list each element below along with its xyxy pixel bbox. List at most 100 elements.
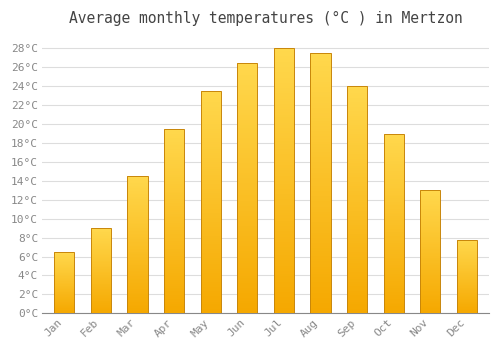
Bar bbox=[384, 153, 404, 155]
Bar bbox=[420, 209, 440, 210]
Bar bbox=[237, 291, 258, 293]
Bar bbox=[347, 252, 367, 254]
Bar bbox=[91, 263, 111, 264]
Bar bbox=[274, 173, 294, 176]
Bar bbox=[274, 266, 294, 268]
Bar bbox=[384, 152, 404, 153]
Bar bbox=[384, 258, 404, 259]
Bar bbox=[164, 212, 184, 214]
Bar bbox=[457, 284, 477, 285]
Bar bbox=[128, 307, 148, 308]
Bar bbox=[310, 194, 330, 196]
Bar bbox=[347, 272, 367, 275]
Bar bbox=[54, 283, 74, 284]
Bar bbox=[237, 271, 258, 273]
Bar bbox=[310, 269, 330, 272]
Bar bbox=[164, 181, 184, 182]
Bar bbox=[420, 285, 440, 286]
Bar bbox=[347, 139, 367, 141]
Bar bbox=[347, 257, 367, 259]
Bar bbox=[347, 184, 367, 186]
Bar bbox=[91, 228, 111, 313]
Bar bbox=[200, 224, 220, 226]
Bar bbox=[310, 173, 330, 175]
Bar bbox=[164, 156, 184, 158]
Bar bbox=[200, 173, 220, 175]
Bar bbox=[164, 210, 184, 212]
Bar bbox=[347, 125, 367, 127]
Bar bbox=[237, 128, 258, 130]
Bar bbox=[200, 151, 220, 153]
Bar bbox=[128, 183, 148, 184]
Bar bbox=[237, 286, 258, 288]
Bar bbox=[310, 121, 330, 124]
Bar bbox=[420, 194, 440, 195]
Bar bbox=[457, 249, 477, 250]
Bar bbox=[200, 147, 220, 149]
Bar bbox=[347, 229, 367, 232]
Bar bbox=[274, 308, 294, 311]
Bar bbox=[310, 209, 330, 212]
Bar bbox=[91, 242, 111, 243]
Bar bbox=[164, 217, 184, 219]
Bar bbox=[128, 187, 148, 189]
Bar bbox=[274, 194, 294, 197]
Bar bbox=[91, 231, 111, 232]
Bar bbox=[54, 299, 74, 300]
Bar bbox=[274, 85, 294, 88]
Bar bbox=[420, 296, 440, 297]
Bar bbox=[274, 284, 294, 287]
Bar bbox=[457, 243, 477, 244]
Bar bbox=[274, 146, 294, 149]
Bar bbox=[310, 82, 330, 84]
Bar bbox=[91, 233, 111, 234]
Bar bbox=[310, 202, 330, 204]
Bar bbox=[274, 231, 294, 234]
Bar bbox=[420, 232, 440, 233]
Bar bbox=[200, 111, 220, 113]
Bar bbox=[420, 203, 440, 204]
Bar bbox=[128, 293, 148, 294]
Bar bbox=[347, 150, 367, 152]
Bar bbox=[237, 148, 258, 150]
Bar bbox=[128, 272, 148, 274]
Bar bbox=[200, 200, 220, 202]
Bar bbox=[420, 193, 440, 194]
Bar bbox=[164, 204, 184, 206]
Bar bbox=[310, 74, 330, 77]
Bar bbox=[164, 236, 184, 238]
Bar bbox=[420, 258, 440, 259]
Bar bbox=[164, 238, 184, 239]
Bar bbox=[200, 229, 220, 231]
Bar bbox=[128, 265, 148, 267]
Bar bbox=[384, 308, 404, 310]
Bar bbox=[200, 118, 220, 120]
Bar bbox=[310, 266, 330, 269]
Bar bbox=[164, 147, 184, 149]
Bar bbox=[200, 213, 220, 216]
Bar bbox=[274, 210, 294, 213]
Bar bbox=[91, 276, 111, 277]
Bar bbox=[457, 280, 477, 281]
Bar bbox=[200, 122, 220, 124]
Bar bbox=[420, 286, 440, 287]
Bar bbox=[91, 305, 111, 306]
Bar bbox=[347, 238, 367, 241]
Bar bbox=[420, 305, 440, 306]
Bar bbox=[237, 175, 258, 178]
Bar bbox=[384, 275, 404, 278]
Bar bbox=[54, 262, 74, 263]
Bar bbox=[347, 202, 367, 204]
Bar bbox=[91, 258, 111, 259]
Bar bbox=[457, 239, 477, 313]
Bar bbox=[274, 215, 294, 218]
Bar bbox=[237, 233, 258, 236]
Bar bbox=[128, 220, 148, 222]
Bar bbox=[310, 152, 330, 155]
Bar bbox=[200, 96, 220, 98]
Bar bbox=[91, 269, 111, 270]
Bar bbox=[310, 103, 330, 105]
Bar bbox=[200, 280, 220, 282]
Bar bbox=[384, 285, 404, 286]
Bar bbox=[384, 137, 404, 139]
